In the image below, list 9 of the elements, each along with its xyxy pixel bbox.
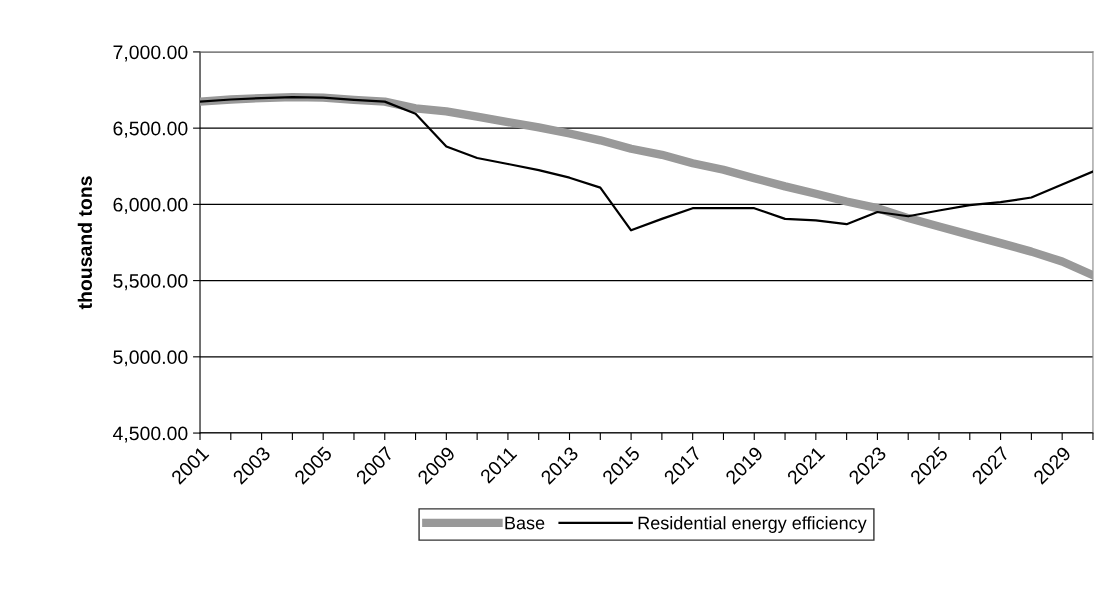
y-tick-label: 7,000.00	[113, 45, 188, 62]
y-tick-label: 6,000.00	[113, 197, 188, 214]
legend-label: Base	[505, 516, 545, 530]
y-tick-label: 5,000.00	[113, 350, 188, 367]
y-axis-title: thousand tons	[77, 176, 93, 310]
y-tick-label: 6,500.00	[113, 121, 188, 138]
legend-label: Residential energy efficiency	[638, 516, 867, 533]
y-tick-label: 5,500.00	[113, 274, 188, 291]
y-tick-label: 4,500.00	[112, 426, 188, 443]
